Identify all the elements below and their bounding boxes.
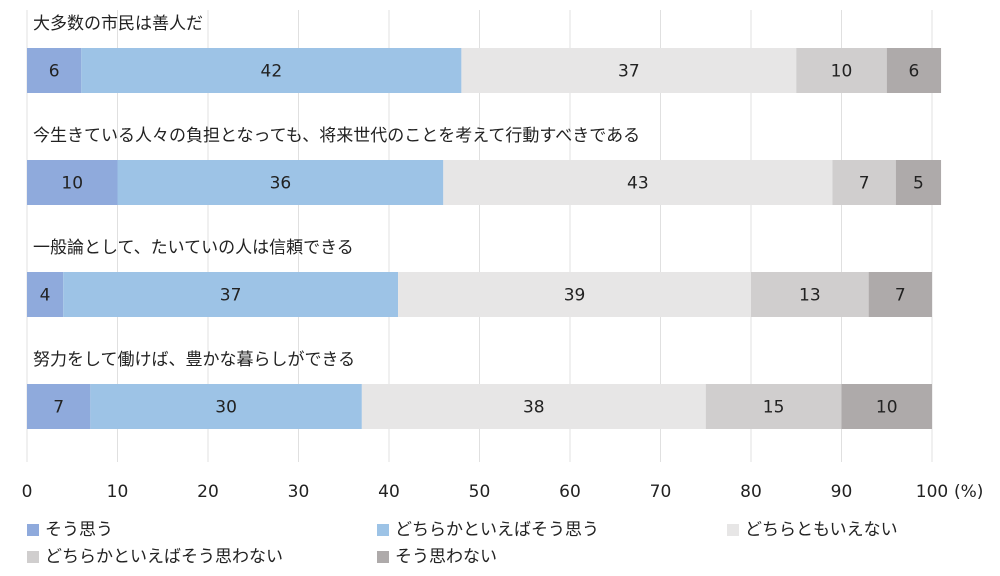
legend-label: どちらかといえばそう思わない — [45, 547, 283, 567]
bar-segment — [27, 48, 82, 93]
x-unit: (%) — [954, 482, 983, 502]
category-label: 大多数の市民は善人だ — [33, 14, 203, 34]
legend-label: そう思う — [45, 520, 113, 540]
data-label: 10 — [876, 398, 898, 418]
x-tick-label: 90 — [831, 482, 853, 502]
data-label: 6 — [49, 62, 60, 82]
bar-segment — [117, 160, 444, 205]
legend-swatch — [377, 524, 389, 536]
bar-segment — [27, 272, 64, 317]
bar-segment — [27, 160, 118, 205]
x-tick-label: 40 — [378, 482, 400, 502]
x-tick-label: 80 — [740, 482, 762, 502]
data-label: 10 — [831, 62, 853, 82]
x-tick-label: 70 — [650, 482, 672, 502]
bar-segment — [443, 160, 833, 205]
legend-swatch — [27, 551, 39, 563]
data-label: 30 — [215, 398, 237, 418]
x-tick-label: 20 — [197, 482, 219, 502]
x-tick-label: 30 — [288, 482, 310, 502]
category-label: 努力をして働けば、豊かな暮らしができる — [33, 350, 355, 370]
data-label: 43 — [627, 174, 649, 194]
data-label: 42 — [261, 62, 283, 82]
data-label: 10 — [61, 174, 83, 194]
data-label: 39 — [564, 286, 586, 306]
bar-segment — [796, 48, 887, 93]
legend-swatch — [377, 551, 389, 563]
legend-label: そう思わない — [395, 547, 497, 567]
data-label: 15 — [763, 398, 785, 418]
data-label: 37 — [220, 286, 242, 306]
bar-segment — [895, 160, 942, 205]
data-label: 4 — [40, 286, 51, 306]
data-label: 36 — [270, 174, 292, 194]
data-label: 13 — [799, 286, 821, 306]
bar-segment — [361, 384, 706, 429]
bar-segment — [832, 160, 896, 205]
data-label: 7 — [895, 286, 906, 306]
x-tick-label: 0 — [22, 482, 33, 502]
bar-segment — [461, 48, 797, 93]
bar-segment — [886, 48, 942, 93]
bar-segment — [81, 48, 462, 93]
bar-segment — [868, 272, 932, 317]
bar-segment — [90, 384, 362, 429]
data-label: 5 — [913, 174, 924, 194]
data-label: 37 — [618, 62, 640, 82]
x-tick-label: 50 — [469, 482, 491, 502]
x-tick-label: 60 — [559, 482, 581, 502]
category-label: 一般論として、たいていの人は信頼できる — [33, 238, 354, 258]
bar-segment — [27, 384, 91, 429]
legend-label: どちらともいえない — [745, 520, 898, 540]
bar-segment — [751, 272, 869, 317]
data-label: 6 — [908, 62, 919, 82]
legend-swatch — [727, 524, 739, 536]
bar-segment — [705, 384, 842, 429]
data-label: 7 — [53, 398, 64, 418]
bar-segment — [398, 272, 751, 317]
legend-swatch — [27, 524, 39, 536]
x-tick-label: 10 — [107, 482, 129, 502]
category-label: 今生きている人々の負担となっても、将来世代のことを考えて行動すべきである — [33, 126, 640, 146]
bar-segment — [841, 384, 932, 429]
data-label: 38 — [523, 398, 545, 418]
legend-label: どちらかといえばそう思う — [395, 520, 599, 540]
data-label: 7 — [859, 174, 870, 194]
bar-segment — [63, 272, 399, 317]
x-tick-label: 100 — [916, 482, 948, 502]
